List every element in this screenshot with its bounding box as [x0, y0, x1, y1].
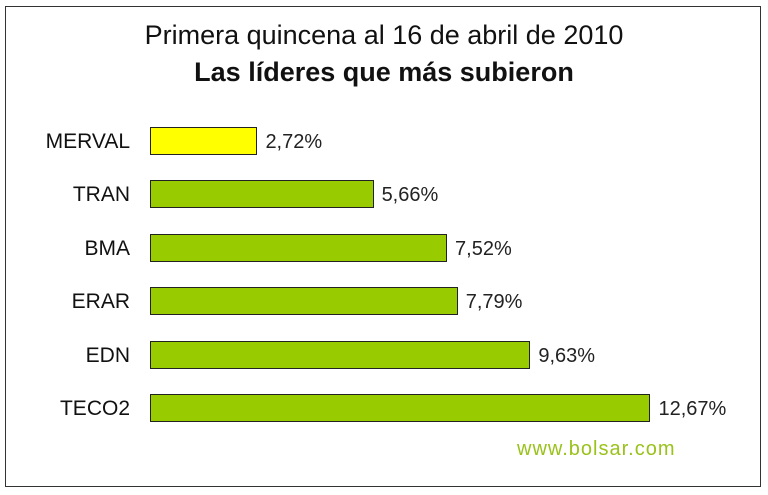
- bar: [150, 340, 531, 369]
- bar: [150, 233, 448, 262]
- bar: [150, 127, 258, 155]
- value-label: 9,63%: [538, 344, 596, 367]
- bar: [150, 287, 458, 316]
- value-label: 7,79%: [465, 291, 523, 314]
- bar-row: ERAR 7,79%: [0, 287, 768, 317]
- bar-row: TECO2 12,67%: [0, 394, 768, 424]
- category-label: TRAN: [72, 183, 130, 207]
- chart-title: Primera quincena al 16 de abril de 2010: [144, 20, 624, 50]
- bar-row: BMA 7,52%: [0, 233, 768, 264]
- source-link[interactable]: www.bolsar.com: [517, 438, 676, 460]
- value-label: 7,52%: [455, 237, 512, 260]
- bar: [150, 394, 651, 422]
- bar: [150, 180, 374, 209]
- chart-subtitle: Las líderes que más subieron: [194, 57, 574, 87]
- bar-row: TRAN 5,66%: [0, 180, 768, 210]
- value-label: 12,67%: [658, 398, 727, 420]
- category-label: ERAR: [71, 290, 130, 314]
- category-label: EDN: [85, 343, 130, 367]
- value-label: 2,72%: [265, 131, 323, 153]
- category-label: TECO2: [59, 397, 130, 420]
- category-label: MERVAL: [45, 130, 130, 153]
- bar-row: EDN 9,63%: [0, 340, 768, 371]
- value-label: 5,66%: [381, 184, 439, 207]
- bar-row: MERVAL 2,72%: [0, 127, 768, 157]
- category-label: BMA: [84, 236, 130, 260]
